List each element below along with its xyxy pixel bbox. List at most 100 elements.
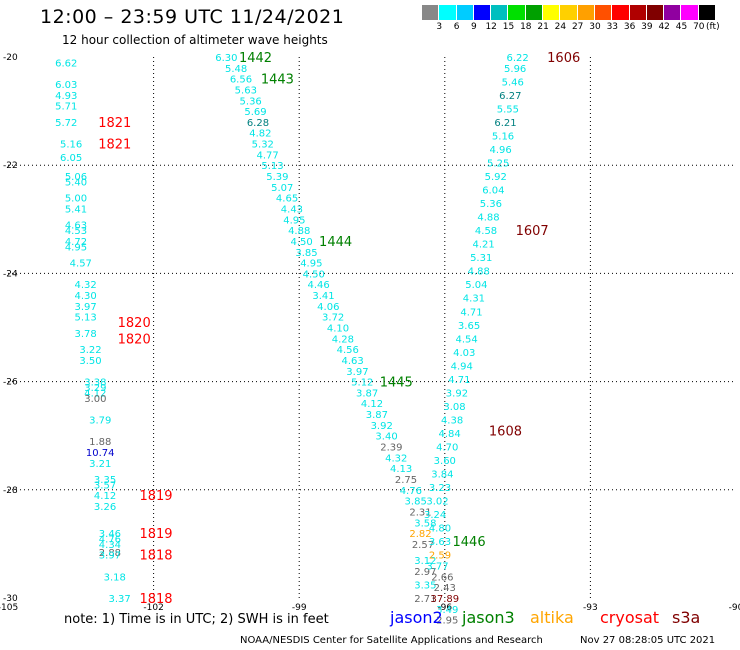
wave-height-point: 6.05: [60, 153, 82, 164]
wave-height-point: 3.40: [375, 432, 397, 443]
wave-height-point: 4.43: [281, 204, 303, 215]
colorbar-swatch: [456, 5, 474, 20]
wave-height-point: 4.80: [429, 524, 451, 535]
wave-height-point: 4.76: [400, 486, 422, 497]
pass-time-label: 1608: [489, 424, 522, 439]
pass-time-label: 1819: [139, 489, 172, 504]
pass-time-label: 1818: [139, 549, 172, 564]
wave-height-point: 10.74: [86, 448, 115, 459]
legend-entry-jason3: jason3: [462, 608, 515, 627]
wave-height-point: 4.06: [317, 302, 339, 313]
wave-height-point: 2.59: [429, 551, 451, 562]
wave-height-point: 5.32: [252, 140, 274, 151]
wave-height-point: 5.13: [75, 313, 97, 324]
y-tick-label: -20: [3, 53, 18, 63]
wave-height-point: 2.97: [414, 567, 436, 578]
wave-height-point: 4.94: [451, 361, 473, 372]
wave-height-point: 4.82: [249, 129, 271, 140]
colorbar-swatch: [594, 5, 613, 20]
wave-height-point: 4.31: [463, 294, 485, 305]
wave-height-point: 2.88: [99, 548, 121, 559]
wave-height-point: 4.03: [453, 348, 475, 359]
wave-height-point: 4.95: [283, 215, 305, 226]
x-tick-label: -105: [0, 603, 18, 613]
y-tick-label: -24: [3, 269, 18, 279]
wave-height-point: 3.02: [426, 497, 448, 508]
legend-entry-jason2: jason2: [390, 608, 443, 627]
pass-time-label: 1820: [118, 316, 151, 331]
wave-height-point: 3.41: [312, 291, 334, 302]
colorbar-swatch: [577, 5, 595, 20]
x-tick-label: -90: [729, 603, 740, 613]
wave-height-point: 2.82: [409, 529, 431, 540]
wave-height-point: 3.87: [366, 410, 388, 421]
colorbar-label: 33: [606, 22, 619, 32]
wave-height-point: 3.23: [429, 483, 451, 494]
wave-height-point: 1.88: [89, 437, 111, 448]
wave-height-point: 4.12: [94, 491, 116, 502]
y-tick-label: -26: [3, 378, 18, 388]
wave-height-point: 6.21: [494, 118, 516, 129]
wave-height-point: 4.58: [475, 226, 497, 237]
wave-height-point: 5.96: [504, 64, 526, 75]
wave-height-point: 2.66: [431, 572, 453, 583]
wave-height-point: 4.88: [468, 267, 490, 278]
wave-height-point: 3.49: [436, 605, 458, 616]
wave-height-point: 3.57: [94, 480, 116, 491]
wave-height-point: 4.12: [361, 399, 383, 410]
wave-height-point: 4.88: [477, 213, 499, 224]
wave-height-point: 3.92: [371, 421, 393, 432]
wave-height-point: 5.41: [65, 204, 87, 215]
colorbar: [422, 5, 717, 20]
wave-height-point: 5.06: [65, 172, 87, 183]
wave-height-point: 4.72: [65, 237, 87, 248]
x-tick-label: -96: [437, 603, 452, 613]
colorbar-label: 39: [641, 22, 653, 32]
x-tick-label: -99: [292, 603, 307, 613]
wave-height-point: 4.12: [84, 388, 106, 399]
wave-height-point: 4.93: [55, 91, 77, 102]
legend-entry-s3a: s3a: [672, 608, 701, 627]
wave-height-point: 4.53: [65, 226, 87, 237]
colorbar-swatch: [543, 5, 561, 20]
colorbar-swatch: [508, 5, 526, 20]
footnote: note: 1) Time is in UTC; 2) SWH is in fe…: [64, 612, 329, 627]
pass-time-label: 1442: [239, 51, 272, 66]
wave-height-point: 5.48: [225, 64, 247, 75]
colorbar-swatch: [629, 5, 647, 20]
wave-height-point: 3.26: [94, 502, 116, 513]
wave-height-point: 4.71: [460, 307, 482, 318]
pass-time-label: 1606: [547, 51, 580, 66]
colorbar-unit: (ft): [706, 22, 720, 32]
wave-height-point: 4.65: [276, 194, 298, 205]
wave-height-point: 4.77: [257, 150, 279, 161]
wave-height-point: 4.95: [300, 259, 322, 270]
wave-height-point: 4.32: [385, 453, 407, 464]
x-tick-label: -102: [143, 603, 163, 613]
wave-height-point: 5.71: [55, 102, 77, 113]
wave-height-point: 3.92: [446, 388, 468, 399]
colorbar-label: 30: [589, 22, 601, 32]
wave-height-point: 4.84: [439, 429, 461, 440]
wave-height-point: 3.79: [89, 415, 111, 426]
wave-height-point: 3.38: [84, 378, 106, 389]
wave-height-point: 4.54: [456, 334, 478, 345]
wave-height-point: 4.46: [307, 280, 329, 291]
y-tick-label: -28: [3, 486, 18, 496]
wave-height-point: 3.63: [429, 537, 451, 548]
wave-height-point: 4.88: [288, 226, 310, 237]
pass-time-label: 1446: [453, 535, 486, 550]
colorbar-label: 36: [623, 22, 636, 32]
wave-height-point: 37.89: [430, 594, 459, 605]
pass-time-label: 1820: [118, 332, 151, 347]
wave-height-point: 5.46: [502, 77, 524, 88]
colorbar-swatch: [646, 5, 665, 20]
wave-height-point: 5.16: [60, 140, 82, 151]
wave-height-point: 5.72: [55, 118, 77, 129]
wave-height-point: 3.97: [99, 551, 121, 562]
wave-height-point: 5.16: [492, 131, 514, 142]
pass-time-label: 1819: [139, 527, 172, 542]
chart-subtitle: 12 hour collection of altimeter wave hei…: [62, 33, 328, 47]
colorbar-label: 27: [571, 22, 584, 32]
